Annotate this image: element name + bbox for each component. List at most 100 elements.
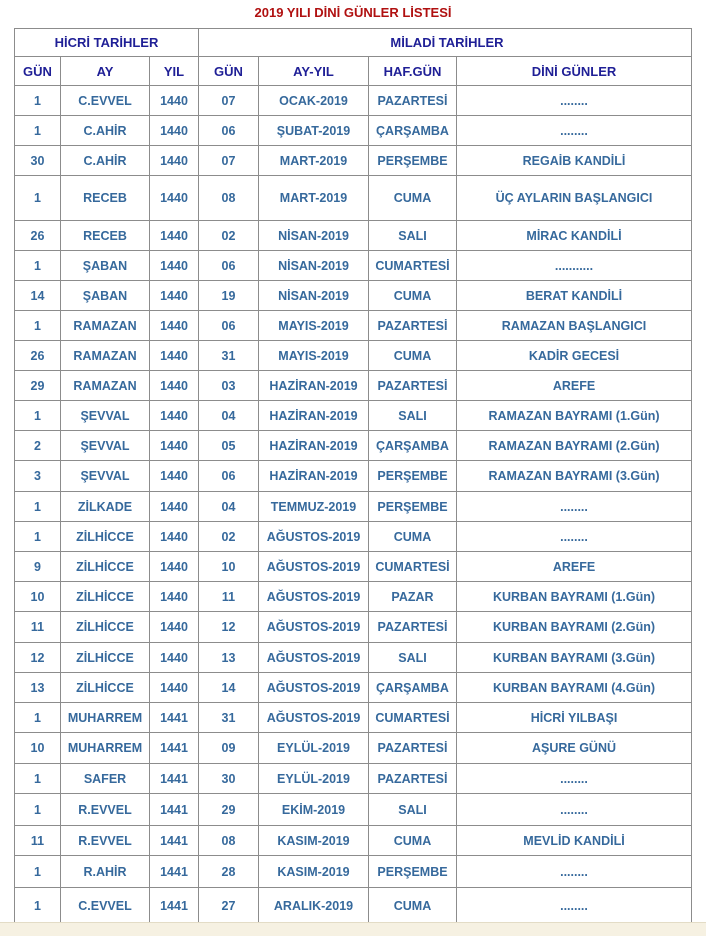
cell-haf-gun: CUMA — [368, 521, 457, 552]
cell-hicri-gun: 11 — [14, 825, 61, 856]
cell-haf-gun: CUMA — [368, 280, 457, 311]
cell-haf-gun: CUMA — [368, 825, 457, 856]
cell-dini-gunler: KADİR GECESİ — [456, 340, 692, 371]
cell-hicri-ay: R.EVVEL — [60, 793, 150, 826]
cell-dini-gunler: REGAİB KANDİLİ — [456, 145, 692, 176]
cell-miladi-ay-yil: OCAK-2019 — [258, 85, 369, 116]
cell-hicri-gun: 10 — [14, 732, 61, 764]
cell-hicri-yil: 1441 — [149, 732, 199, 764]
group-header-row: HİCRİ TARİHLER MİLADİ TARİHLER — [14, 28, 692, 57]
cell-hicri-gun: 1 — [14, 175, 61, 221]
cell-hicri-gun: 12 — [14, 642, 61, 673]
table-row: 11 R.EVVEL 1441 08 KASIM-2019 CUMA MEVLİD KAND… — [14, 825, 692, 856]
cell-hicri-yil: 1440 — [149, 250, 199, 281]
cell-hicri-ay: MUHARREM — [60, 732, 150, 764]
cell-hicri-gun: 10 — [14, 581, 61, 612]
cell-hicri-yil: 1441 — [149, 702, 199, 733]
cell-hicri-ay: ZİLHİCCE — [60, 521, 150, 552]
cell-miladi-gun: 02 — [198, 220, 259, 251]
table-row: 1 MUHARREM 1441 31 AĞUSTOS-2019 CUMARTESİ HİCR… — [14, 702, 692, 733]
cell-haf-gun: ÇARŞAMBA — [368, 430, 457, 461]
table-row: 10 MUHARREM 1441 09 EYLÜL-2019 PAZARTESİ AŞURE… — [14, 732, 692, 764]
cell-hicri-ay: RAMAZAN — [60, 340, 150, 371]
cell-miladi-ay-yil: TEMMUZ-2019 — [258, 491, 369, 522]
cell-hicri-yil: 1440 — [149, 115, 199, 146]
cell-hicri-gun: 1 — [14, 250, 61, 281]
cell-hicri-gun: 1 — [14, 400, 61, 431]
cell-miladi-gun: 27 — [198, 887, 259, 924]
table-row: 26 RECEB 1440 02 NİSAN-2019 SALI MİRAC KANDİLİ — [14, 220, 692, 251]
cell-miladi-ay-yil: MART-2019 — [258, 175, 369, 221]
cell-miladi-ay-yil: AĞUSTOS-2019 — [258, 551, 369, 582]
cell-haf-gun: CUMA — [368, 340, 457, 371]
cell-hicri-yil: 1440 — [149, 551, 199, 582]
cell-hicri-yil: 1440 — [149, 310, 199, 341]
cell-hicri-yil: 1440 — [149, 85, 199, 116]
cell-hicri-ay: RECEB — [60, 175, 150, 221]
cell-dini-gunler: RAMAZAN BAYRAMI (3.Gün) — [456, 460, 692, 492]
religious-days-table: HİCRİ TARİHLER MİLADİ TARİHLER GÜN AY YIL G… — [14, 28, 692, 924]
cell-miladi-gun: 10 — [198, 551, 259, 582]
cell-miladi-ay-yil: EYLÜL-2019 — [258, 732, 369, 764]
cell-dini-gunler: KURBAN BAYRAMI (2.Gün) — [456, 611, 692, 643]
cell-haf-gun: ÇARŞAMBA — [368, 672, 457, 703]
cell-hicri-yil: 1440 — [149, 581, 199, 612]
cell-hicri-gun: 14 — [14, 280, 61, 311]
table-row: 14 ŞABAN 1440 19 NİSAN-2019 CUMA BERAT KANDİLİ — [14, 280, 692, 311]
column-header-haf-gun: HAF.GÜN — [368, 56, 457, 86]
cell-miladi-gun: 14 — [198, 672, 259, 703]
table-row: 13 ZİLHİCCE 1440 14 AĞUSTOS-2019 ÇARŞAMBA KURB… — [14, 672, 692, 703]
cell-dini-gunler: RAMAZAN BAYRAMI (2.Gün) — [456, 430, 692, 461]
cell-haf-gun: SALI — [368, 220, 457, 251]
column-header-hicri-gun: GÜN — [14, 56, 61, 86]
cell-hicri-yil: 1440 — [149, 370, 199, 401]
cell-haf-gun: PAZAR — [368, 581, 457, 612]
hicri-tarihler-group-header: HİCRİ TARİHLER — [14, 28, 199, 57]
table-row: 1 RECEB 1440 08 MART-2019 CUMA ÜÇ AYLARIN BAŞL… — [14, 175, 692, 221]
cell-miladi-ay-yil: HAZİRAN-2019 — [258, 460, 369, 492]
cell-haf-gun: PAZARTESİ — [368, 732, 457, 764]
miladi-tarihler-group-header: MİLADİ TARİHLER — [198, 28, 692, 57]
cell-miladi-ay-yil: AĞUSTOS-2019 — [258, 642, 369, 673]
cell-hicri-gun: 1 — [14, 310, 61, 341]
cell-hicri-ay: ŞABAN — [60, 250, 150, 281]
cell-dini-gunler: AREFE — [456, 370, 692, 401]
cell-miladi-gun: 05 — [198, 430, 259, 461]
cell-hicri-gun: 1 — [14, 855, 61, 888]
table-row: 1 C.AHİR 1440 06 ŞUBAT-2019 ÇARŞAMBA........ — [14, 115, 692, 146]
cell-miladi-gun: 08 — [198, 825, 259, 856]
table-row: 1 ŞEVVAL 1440 04 HAZİRAN-2019 SALI RAMAZAN BAY… — [14, 400, 692, 431]
cell-hicri-gun: 29 — [14, 370, 61, 401]
cell-hicri-yil: 1440 — [149, 280, 199, 311]
table-row: 1 C.EVVEL 1440 07 OCAK-2019 PAZARTESİ........ — [14, 85, 692, 116]
cell-dini-gunler: ........ — [456, 763, 692, 794]
cell-haf-gun: PAZARTESİ — [368, 310, 457, 341]
cell-dini-gunler: ........ — [456, 85, 692, 116]
cell-dini-gunler: ........... — [456, 250, 692, 281]
table-row: 10 ZİLHİCCE 1440 11 AĞUSTOS-2019 PAZAR KURBAN … — [14, 581, 692, 612]
cell-miladi-ay-yil: MAYIS-2019 — [258, 310, 369, 341]
cell-miladi-ay-yil: AĞUSTOS-2019 — [258, 521, 369, 552]
cell-hicri-gun: 3 — [14, 460, 61, 492]
cell-miladi-ay-yil: KASIM-2019 — [258, 855, 369, 888]
cell-hicri-yil: 1440 — [149, 642, 199, 673]
cell-miladi-ay-yil: NİSAN-2019 — [258, 220, 369, 251]
cell-miladi-ay-yil: AĞUSTOS-2019 — [258, 581, 369, 612]
column-header-dini-gunler: DİNİ GÜNLER — [456, 56, 692, 86]
cell-miladi-gun: 13 — [198, 642, 259, 673]
cell-miladi-gun: 03 — [198, 370, 259, 401]
cell-dini-gunler: ........ — [456, 855, 692, 888]
cell-miladi-ay-yil: HAZİRAN-2019 — [258, 370, 369, 401]
cell-hicri-gun: 1 — [14, 85, 61, 116]
cell-dini-gunler: MEVLİD KANDİLİ — [456, 825, 692, 856]
cell-haf-gun: PERŞEMBE — [368, 460, 457, 492]
cell-dini-gunler: ........ — [456, 521, 692, 552]
column-header-miladi-gun: GÜN — [198, 56, 259, 86]
cell-miladi-ay-yil: NİSAN-2019 — [258, 280, 369, 311]
cell-hicri-gun: 1 — [14, 763, 61, 794]
cell-hicri-yil: 1440 — [149, 175, 199, 221]
cell-haf-gun: CUMA — [368, 175, 457, 221]
cell-hicri-gun: 30 — [14, 145, 61, 176]
cell-hicri-ay: RAMAZAN — [60, 370, 150, 401]
cell-hicri-gun: 1 — [14, 521, 61, 552]
